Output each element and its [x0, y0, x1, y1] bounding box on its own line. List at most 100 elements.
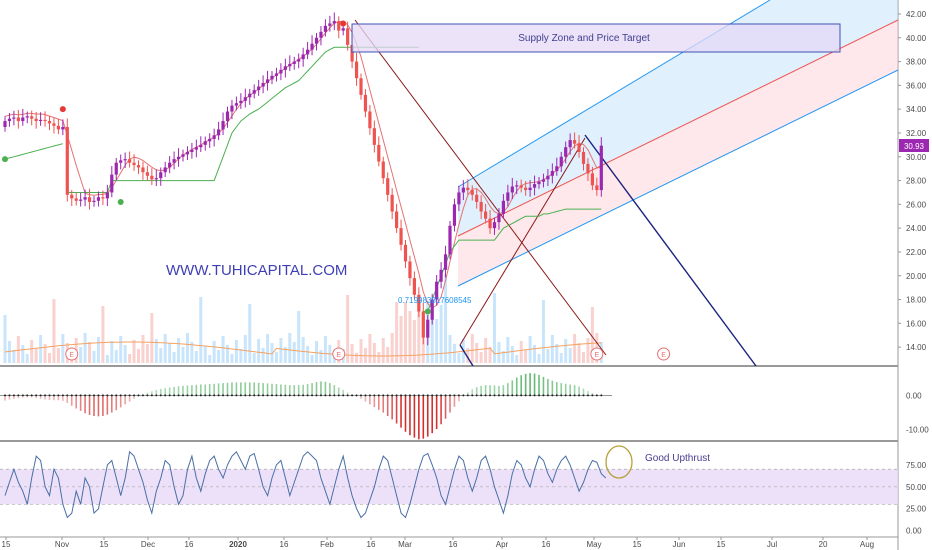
volume-bar — [190, 342, 194, 363]
upthrust-circle — [605, 445, 633, 479]
volume-bar — [163, 334, 167, 363]
candle-body — [288, 63, 292, 67]
candle-body — [87, 197, 92, 202]
volume-bar — [110, 341, 114, 363]
candle-body — [430, 299, 434, 320]
candle-body — [43, 119, 47, 122]
volume-bar — [199, 297, 203, 363]
osc-dot — [239, 394, 242, 397]
osc-dot — [133, 394, 136, 397]
osc-dot — [413, 394, 416, 397]
osc-dot — [204, 394, 207, 397]
candle-body — [252, 90, 256, 94]
osc-dot — [293, 394, 296, 397]
volume-bar — [159, 348, 163, 363]
volume-bar — [306, 346, 310, 363]
candle-body — [328, 23, 332, 26]
price-tick-label: 14.00 — [906, 343, 927, 352]
watermark-text: WWW.TUHICAPITAL.COM — [166, 262, 347, 279]
volume-bar — [217, 350, 221, 363]
time-tick-label: Feb — [320, 540, 334, 549]
volume-bar — [3, 315, 7, 363]
candle-body — [457, 192, 461, 205]
volume-bar — [30, 340, 34, 363]
volume-bar — [288, 333, 292, 363]
price-tick-label: 40.00 — [906, 34, 927, 43]
volume-bar — [484, 338, 488, 363]
stoch-band — [0, 469, 898, 505]
candle-body — [274, 73, 279, 76]
candle-body — [475, 194, 479, 202]
volume-bar — [319, 350, 323, 363]
volume-bar — [181, 347, 185, 363]
time-tick-label: 15 — [717, 540, 726, 549]
volume-bar — [550, 335, 554, 363]
supply-zone-box — [351, 23, 841, 53]
volume-bar — [404, 302, 407, 363]
osc-dot — [489, 394, 492, 397]
candle-body — [194, 147, 198, 150]
osc-dot — [119, 394, 122, 397]
osc-dot — [137, 394, 140, 397]
volume-bar — [39, 335, 43, 363]
candle-body — [377, 144, 381, 162]
volume-bar — [582, 352, 585, 363]
volume-bar — [21, 345, 25, 363]
candle-body — [168, 162, 172, 168]
candle-body — [354, 61, 359, 79]
candle-body — [443, 254, 448, 270]
candle-body — [314, 37, 319, 44]
volume-bar — [119, 336, 123, 363]
osc-dot — [52, 394, 55, 397]
candle-body — [306, 49, 310, 55]
osc-dot — [391, 394, 394, 397]
volume-bar — [208, 355, 212, 363]
candle-body — [217, 129, 221, 136]
candle-body — [501, 200, 505, 214]
candle-body — [492, 222, 497, 229]
volume-bar — [96, 337, 100, 363]
candle-body — [136, 165, 141, 168]
osc-dot — [88, 394, 91, 397]
osc-dot — [435, 394, 438, 397]
candle-body — [230, 105, 234, 112]
volume-bar — [537, 354, 541, 363]
osc-dot — [328, 394, 331, 397]
volume-bar — [381, 338, 385, 363]
pivot-dot — [59, 106, 66, 113]
candle-body — [363, 94, 368, 112]
osc-dot — [262, 394, 265, 397]
time-tick-label: 15 — [633, 540, 642, 549]
osc-dot — [444, 394, 447, 397]
candle-body — [110, 174, 114, 193]
osc-dot — [248, 394, 251, 397]
volume-bar — [533, 345, 537, 363]
volume-bar — [239, 349, 243, 363]
candle-body — [381, 161, 385, 179]
osc-dot — [39, 394, 42, 397]
candle-body — [208, 138, 212, 142]
candle-body — [119, 160, 123, 163]
candle-body — [466, 187, 470, 191]
osc-dot — [457, 394, 460, 397]
candle-body — [243, 97, 247, 101]
candle-body — [541, 179, 546, 182]
osc-dot — [453, 394, 456, 397]
osc-dot — [284, 394, 287, 397]
price-tick-label: 26.00 — [906, 200, 927, 209]
downtrend-line — [354, 19, 607, 356]
candle-body — [212, 135, 216, 139]
osc-dot — [582, 394, 585, 397]
candle-body — [595, 185, 599, 191]
osc-dot — [141, 394, 144, 397]
candle-body — [408, 261, 412, 279]
osc-dot — [8, 394, 11, 397]
volume-bar — [395, 302, 399, 363]
osc-dot — [573, 394, 576, 397]
osc-dot — [538, 394, 540, 397]
osc-dot — [275, 394, 278, 397]
candle-body — [39, 119, 43, 122]
volume-ma-line — [4, 341, 602, 357]
candle-body — [248, 93, 252, 98]
candle-body — [310, 43, 314, 50]
